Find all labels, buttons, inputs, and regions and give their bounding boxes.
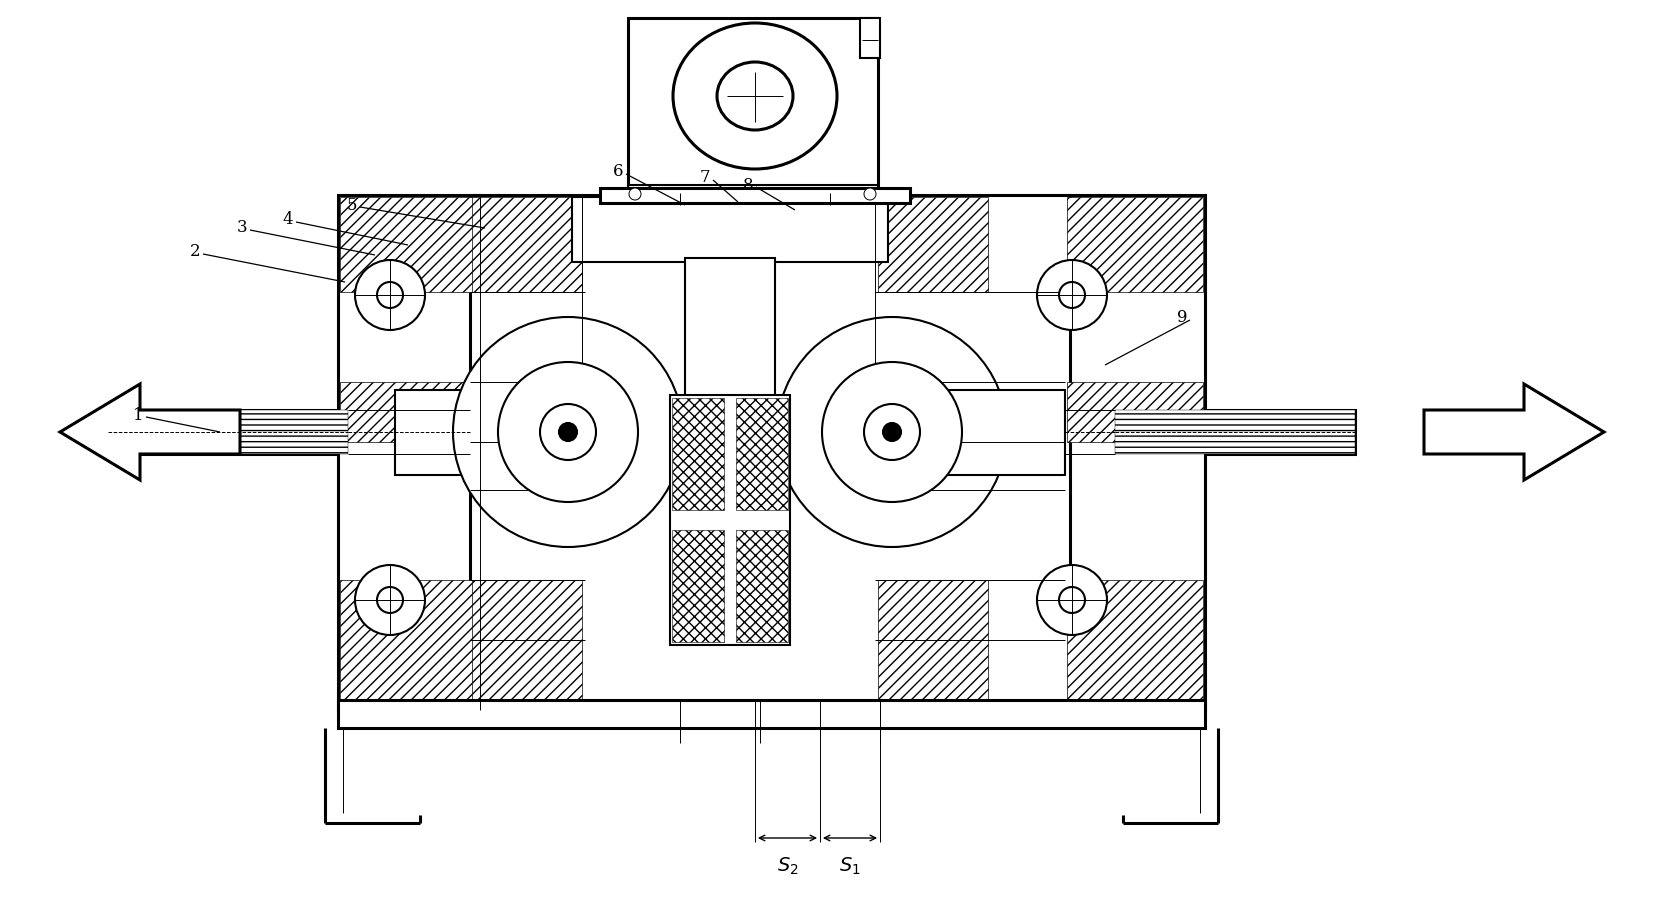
Text: $S_1$: $S_1$: [839, 856, 860, 878]
Text: 5: 5: [346, 197, 358, 213]
Bar: [1067, 197, 1203, 292]
Bar: [473, 197, 582, 292]
Bar: [339, 197, 476, 292]
Bar: [879, 580, 988, 705]
Bar: [572, 197, 889, 262]
Text: 4: 4: [283, 212, 293, 228]
Bar: [572, 197, 889, 262]
Circle shape: [629, 188, 641, 200]
Text: 9: 9: [1176, 310, 1186, 326]
Polygon shape: [1424, 384, 1604, 480]
Ellipse shape: [717, 62, 794, 130]
Bar: [920, 390, 1065, 475]
Circle shape: [1037, 260, 1107, 330]
Bar: [672, 398, 724, 510]
Bar: [671, 395, 790, 645]
Circle shape: [864, 188, 875, 200]
Bar: [338, 700, 1205, 728]
Circle shape: [541, 404, 596, 460]
Circle shape: [354, 565, 424, 635]
Bar: [686, 258, 775, 408]
Bar: [860, 18, 880, 58]
Circle shape: [354, 260, 424, 330]
Circle shape: [822, 362, 962, 502]
Bar: [1115, 410, 1354, 454]
Bar: [339, 580, 476, 705]
Circle shape: [498, 362, 637, 502]
Text: 6: 6: [612, 163, 624, 180]
Bar: [1067, 382, 1203, 442]
Bar: [735, 398, 789, 510]
Bar: [627, 18, 879, 193]
Text: $S_2$: $S_2$: [777, 856, 799, 878]
Bar: [686, 258, 775, 408]
Bar: [108, 410, 348, 454]
Circle shape: [453, 317, 682, 547]
Circle shape: [559, 423, 577, 441]
Bar: [1067, 580, 1203, 705]
Bar: [469, 195, 1070, 710]
Bar: [601, 188, 910, 203]
Text: 3: 3: [236, 220, 248, 236]
Circle shape: [864, 404, 920, 460]
Bar: [879, 197, 988, 292]
Text: 8: 8: [742, 177, 754, 193]
Bar: [672, 530, 724, 642]
Bar: [1115, 410, 1354, 454]
Circle shape: [1037, 565, 1107, 635]
Bar: [394, 390, 541, 475]
Ellipse shape: [672, 23, 837, 169]
Bar: [339, 382, 476, 442]
Bar: [627, 185, 879, 195]
Bar: [338, 195, 478, 710]
Text: 2: 2: [190, 244, 200, 260]
Text: 1: 1: [133, 407, 143, 423]
Bar: [879, 382, 988, 442]
Circle shape: [1058, 282, 1085, 308]
Text: 7: 7: [699, 169, 711, 187]
Circle shape: [378, 282, 403, 308]
Bar: [108, 410, 348, 454]
Bar: [473, 382, 582, 442]
Bar: [473, 580, 582, 705]
Circle shape: [378, 587, 403, 613]
Bar: [1065, 195, 1205, 710]
Circle shape: [777, 317, 1007, 547]
Polygon shape: [60, 384, 240, 480]
Bar: [735, 530, 789, 642]
Circle shape: [1058, 587, 1085, 613]
Circle shape: [884, 423, 900, 441]
